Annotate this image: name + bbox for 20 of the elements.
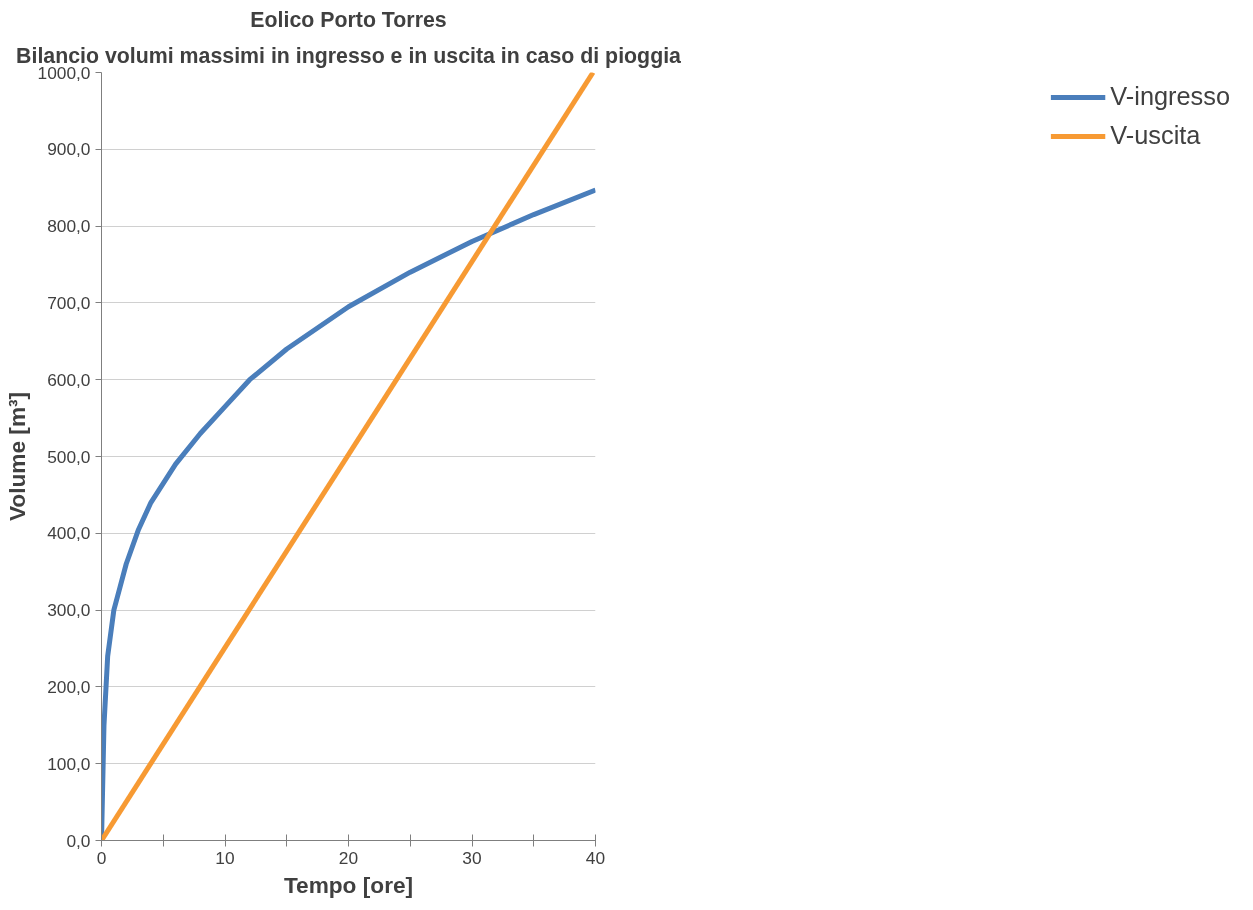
x-axis-title: Tempo [ore]	[283, 871, 414, 898]
y-tick-label: 300,0	[47, 600, 91, 621]
legend-label: V-uscita	[1110, 121, 1201, 150]
y-tick-label: 800,0	[47, 216, 91, 237]
y-tick-label: 400,0	[47, 523, 91, 544]
x-tick-label: 0	[96, 847, 107, 868]
y-tick-label: 0,0	[66, 830, 91, 851]
y-tick-label: 600,0	[47, 369, 91, 390]
y-tick-label: 500,0	[47, 446, 91, 467]
y-tick-label: 100,0	[47, 753, 91, 774]
x-tick-label: 10	[215, 847, 235, 868]
y-tick-label: 700,0	[47, 292, 91, 313]
x-tick-label: 40	[585, 847, 606, 868]
y-tick-label: 200,0	[47, 676, 91, 697]
x-tick-label: 30	[462, 847, 482, 868]
y-axis-title: Volume [m³]	[3, 391, 30, 522]
x-tick-label: 20	[338, 847, 359, 868]
legend-label: V-ingresso	[1110, 82, 1230, 111]
y-tick-label: 900,0	[47, 139, 91, 160]
chart-title: Eolico Porto Torres	[250, 7, 447, 32]
